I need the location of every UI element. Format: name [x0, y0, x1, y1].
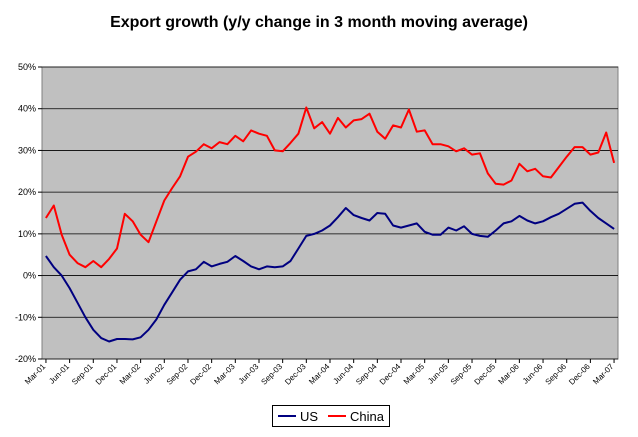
- x-tick-label: Mar-06: [496, 362, 521, 387]
- x-tick-label: Sep-04: [354, 362, 379, 387]
- x-tick-label: Mar-04: [307, 362, 332, 387]
- x-tick-label: Sep-06: [544, 362, 569, 387]
- x-tick-label: Dec-06: [567, 362, 592, 387]
- x-tick-label: Sep-03: [259, 362, 284, 387]
- y-tick-label: 50%: [18, 62, 36, 72]
- x-tick-label: Sep-01: [70, 362, 95, 387]
- plot-area: [41, 66, 619, 360]
- y-tick-label: 0%: [23, 271, 36, 281]
- legend-swatch: [328, 415, 347, 417]
- x-tick-label: Jun-06: [521, 362, 545, 386]
- series-line-china: [45, 106, 616, 269]
- y-tick-label: 40%: [18, 104, 36, 114]
- x-tick-label: Jun-03: [237, 362, 261, 386]
- y-tick-label: 10%: [18, 229, 36, 239]
- legend: US China: [272, 405, 390, 427]
- x-tick-label: Dec-04: [378, 362, 403, 387]
- x-tick-label: Dec-03: [283, 362, 308, 387]
- legend-item-china: China: [328, 409, 384, 424]
- x-tick-label: Jun-01: [47, 362, 71, 386]
- y-tick-label: -20%: [15, 354, 36, 364]
- legend-label: US: [299, 408, 319, 424]
- x-tick-label: Sep-02: [165, 362, 190, 387]
- legend-swatch: [277, 415, 296, 417]
- x-tick-label: Mar-01: [23, 362, 48, 387]
- x-tick-label: Mar-07: [591, 362, 616, 387]
- legend-label: China: [350, 408, 385, 424]
- legend-item-us: US: [277, 408, 319, 424]
- x-tick-label: Jun-02: [142, 362, 166, 386]
- x-tick-label: Mar-02: [118, 362, 143, 387]
- y-tick-label: 30%: [18, 145, 36, 155]
- x-tick-label: Sep-05: [449, 362, 474, 387]
- y-tick-label: -10%: [15, 312, 36, 322]
- x-tick-label: Mar-05: [402, 362, 427, 387]
- x-tick-label: Dec-05: [473, 362, 498, 387]
- x-tick-label: Dec-02: [188, 362, 213, 387]
- chart-title: Export growth (y/y change in 3 month mov…: [110, 14, 528, 31]
- x-tick-label: Jun-05: [426, 362, 450, 386]
- series-line-us: [45, 201, 615, 343]
- x-tick-label: Mar-03: [212, 362, 237, 387]
- x-tick-label: Jun-04: [331, 362, 355, 386]
- y-tick-label: 20%: [18, 187, 36, 197]
- x-tick-label: Dec-01: [94, 362, 119, 387]
